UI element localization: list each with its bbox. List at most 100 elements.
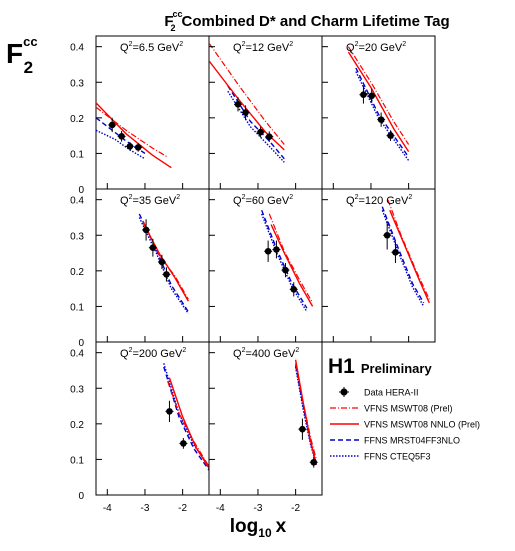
legend-item-vfns_nnlo: VFNS MSWT08 NNLO (Prel) [330, 420, 480, 430]
q2-symbol: Q [346, 42, 355, 54]
q2-label: Q2=400 GeV2 [233, 347, 299, 360]
curve-ffns_mrst [381, 206, 425, 304]
q2-symbol: Q [120, 348, 129, 360]
q2-label: Q2=12 GeV2 [233, 41, 293, 54]
y-tick-label: 0.1 [70, 149, 84, 160]
data-point [242, 109, 249, 116]
y-tick-label: 0 [78, 491, 84, 502]
title-subscript: 2 [171, 23, 176, 33]
curve-ffns_mrst [227, 85, 285, 160]
legend-item-vfns_lo: VFNS MSWT08 (Prel) [330, 404, 453, 414]
legend: Data HERA-II VFNS MSWT08 (Prel) VFNS MSWT0… [330, 387, 480, 462]
panel-frame [321, 188, 436, 343]
legend-label: VFNS MSWT08 NNLO (Prel) [364, 420, 480, 430]
y-tick-label: 0.4 [70, 43, 84, 54]
q2-value: =200 GeV [132, 348, 183, 360]
y-tick-label: 0.4 [70, 196, 84, 207]
q2-power: 2 [129, 347, 133, 354]
data-point [273, 246, 280, 253]
theory-curves [294, 359, 317, 465]
q2-value: =60 GeV [245, 195, 289, 207]
data-point [265, 133, 273, 140]
data-point [360, 91, 367, 99]
x-tick-label: -2 [178, 503, 187, 514]
x-tick-label: -2 [291, 503, 300, 514]
q2-label: Q2=20 GeV2 [346, 41, 406, 54]
q2-symbol: Q [233, 42, 242, 54]
q2-power: 2 [355, 41, 359, 48]
title-text: Combined D* and Charm Lifetime Tag [182, 13, 450, 30]
q2-symbol: Q [120, 42, 129, 54]
data-point [310, 458, 318, 466]
data-point [158, 258, 166, 266]
curve-vfns_nnlo [389, 210, 430, 304]
data-point [163, 271, 170, 278]
y-axis-label: Fcc 2 [6, 34, 38, 77]
curve-ffns_cteq [381, 210, 425, 307]
curve-ffns_cteq [294, 366, 317, 465]
ylabel-symbol: F [6, 38, 23, 69]
theory-curves [163, 363, 209, 471]
y-tick-label: 0.1 [70, 302, 84, 313]
x-tick-label: -3 [254, 503, 263, 514]
title-superscript: cc [173, 9, 183, 19]
q2-label: Q2=6.5 GeV2 [120, 41, 183, 54]
data-point [126, 143, 134, 150]
curve-vfns_lo [209, 42, 285, 145]
theory-curves [209, 42, 285, 163]
panel-q2-6.5: 00.10.20.30.4 Q2=6.5 GeV2 [70, 35, 210, 196]
q2-unit-power: 2 [295, 347, 299, 354]
curve-ffns_cteq [138, 217, 189, 314]
x-tick-label: -4 [216, 503, 225, 514]
data-point [180, 440, 187, 447]
curve-ffns_mrst [261, 210, 308, 309]
q2-value: =6.5 GeV [132, 42, 179, 54]
data-point [368, 92, 376, 100]
ylabel-superscript: cc [23, 34, 37, 49]
data-point [166, 408, 173, 415]
q2-label: Q2=60 GeV2 [233, 194, 293, 207]
curve-vfns_nnlo [168, 377, 209, 469]
panel-frame [321, 35, 436, 190]
theory-curves [381, 199, 430, 307]
y-tick-label: 0.1 [70, 455, 84, 466]
q2-symbol: Q [346, 195, 355, 207]
q2-value: =20 GeV [358, 42, 402, 54]
q2-unit-power: 2 [402, 41, 406, 48]
curve-ffns_cteq [96, 129, 146, 160]
data-point [108, 121, 116, 129]
panel-frame [95, 188, 210, 343]
curve-vfns_nnlo [209, 60, 285, 151]
legend-item-data: Data HERA-II [339, 387, 419, 398]
theory-curves [261, 210, 314, 313]
q2-unit-power: 2 [289, 194, 293, 201]
data-point [392, 249, 399, 256]
legend-item-ffns_cteq: FFNS CTEQ5F3 [330, 452, 431, 462]
y-tick-label: 0.3 [70, 384, 84, 395]
curve-vfns_lo [268, 213, 314, 304]
q2-value: =120 GeV [358, 195, 409, 207]
q2-value: =35 GeV [132, 195, 176, 207]
legend-label: Data HERA-II [364, 388, 419, 398]
panel-frame [208, 35, 323, 190]
curve-vfns_lo [167, 380, 209, 467]
q2-unit-power: 2 [179, 41, 183, 48]
legend-label: VFNS MSWT08 (Prel) [364, 404, 453, 414]
curve-vfns_nnlo [347, 51, 410, 152]
curve-ffns_mrst [96, 117, 146, 154]
data-point [299, 425, 306, 433]
q2-label: Q2=200 GeV2 [120, 347, 186, 360]
xlabel-main: log [230, 516, 259, 537]
ylabel-subscript: 2 [24, 58, 33, 77]
panel-frame [95, 341, 210, 496]
data-point [282, 266, 289, 274]
panel-q2-400: -4 -3 -2 Q2=400 GeV2 [208, 341, 323, 514]
data-point [383, 231, 391, 239]
y-tick-label: 0 [78, 338, 84, 349]
x-axis-label: log10 x [230, 516, 287, 540]
panel-q2-60: Q2=60 GeV2 [208, 188, 323, 343]
y-tick-label: 0.2 [70, 267, 84, 278]
title-symbol: F [164, 13, 173, 30]
theory-curves [96, 102, 172, 169]
data-point [377, 116, 385, 123]
